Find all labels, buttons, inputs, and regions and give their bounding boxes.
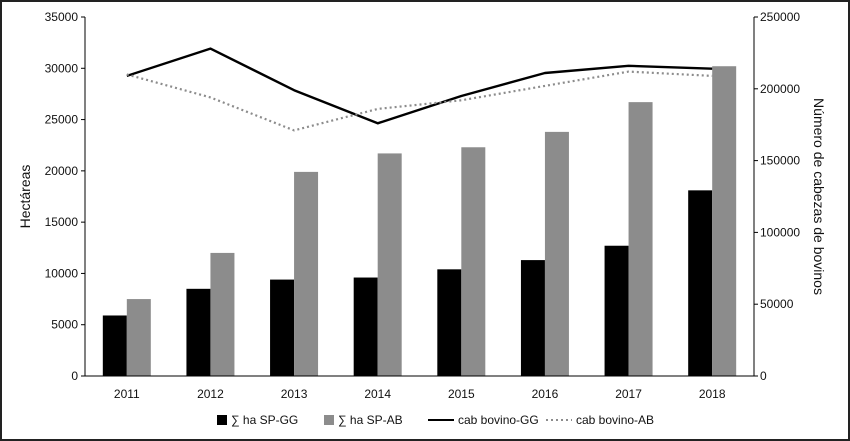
y2-tick-label: 0 <box>760 369 767 383</box>
bar-sp-gg-2011 <box>102 315 127 376</box>
legend-swatch-sp-ab <box>324 415 334 425</box>
x-tick-label: 2011 <box>114 387 140 401</box>
y2-tick-label: 50000 <box>760 297 794 311</box>
bar-sp-ab-2017 <box>628 102 653 377</box>
series-line-cab-bovino-ab <box>126 70 713 132</box>
bar-sp-ab-2012 <box>210 252 235 376</box>
legend-label-sp-ab: ∑ ha SP-AB <box>338 413 403 427</box>
y-tick-label: 25000 <box>45 113 79 127</box>
bar-sp-ab-2015 <box>461 147 486 376</box>
bar-sp-ab-2014 <box>377 153 402 376</box>
x-tick-label: 2018 <box>699 387 726 401</box>
x-tick-label: 2013 <box>281 387 308 401</box>
axes-layer: 0 5000 10000 15000 20000 25000 30000 35000 0 5000… <box>45 10 801 401</box>
bar-sp-ab-2018 <box>712 66 737 376</box>
y-tick-label: 10000 <box>45 266 79 280</box>
y2-tick-label: 150000 <box>760 154 800 168</box>
legend-label-cab-bovino-gg: cab bovino-GG <box>458 413 539 427</box>
x-tick-label: 2012 <box>197 387 224 401</box>
bar-sp-gg-2013 <box>270 279 295 376</box>
bar-sp-ab-2011 <box>126 299 151 376</box>
legend: ∑ ha SP-GG ∑ ha SP-AB cab bovino-GG cab bov… <box>217 413 654 427</box>
x-tick-label: 2016 <box>532 387 559 401</box>
y2-tick-label: 250000 <box>760 10 800 24</box>
legend-swatch-sp-gg <box>217 415 227 425</box>
x-tick-label: 2014 <box>364 387 391 401</box>
lines-layer <box>126 47 713 132</box>
bars-layer <box>102 66 737 377</box>
series-line-cab-bovino-gg <box>126 47 713 125</box>
bar-sp-gg-2014 <box>353 277 378 376</box>
bar-sp-ab-2016 <box>544 131 569 376</box>
y-tick-label: 35000 <box>45 10 79 24</box>
y2-tick-label: 100000 <box>760 225 800 239</box>
bar-sp-ab-2013 <box>294 171 319 376</box>
y-tick-label: 15000 <box>45 215 79 229</box>
x-tick-label: 2015 <box>448 387 475 401</box>
y-tick-label: 20000 <box>45 164 79 178</box>
y2-axis-title: Número de cabezas de bovinos <box>811 98 827 295</box>
y-tick-label: 5000 <box>51 318 78 332</box>
bar-sp-gg-2016 <box>520 260 545 376</box>
y-axis-title: Hectáreas <box>17 165 33 229</box>
legend-label-sp-gg: ∑ ha SP-GG <box>231 413 298 427</box>
x-tick-label: 2017 <box>615 387 642 401</box>
bar-sp-gg-2012 <box>186 288 211 376</box>
bar-sp-gg-2017 <box>604 245 629 376</box>
y2-tick-label: 200000 <box>760 82 800 96</box>
y-tick-label: 30000 <box>45 61 79 75</box>
legend-label-cab-bovino-ab: cab bovino-AB <box>576 413 654 427</box>
bar-sp-gg-2018 <box>688 190 713 376</box>
y-tick-label: 0 <box>71 369 78 383</box>
bar-sp-gg-2015 <box>437 269 462 376</box>
